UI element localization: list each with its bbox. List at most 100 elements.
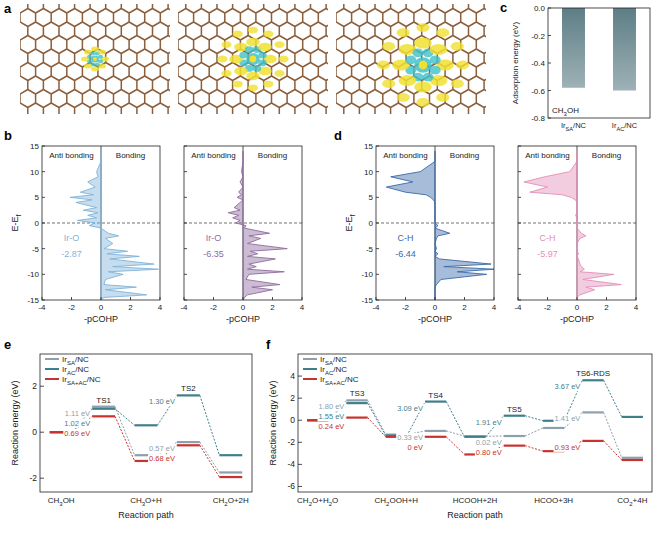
text-part: Bonding [258,151,287,160]
x-tick-label: 2 [270,303,275,312]
y-tick-label: -15 [27,296,39,305]
x-tick [272,297,273,300]
density-blob [412,48,423,57]
connector [604,412,622,457]
y-tick [42,197,45,198]
text-part: /NC [624,121,638,130]
text-part: 15 [364,142,373,151]
text-part: f [266,337,271,352]
x-tick [101,297,102,300]
text-part: /NC [75,365,89,374]
text-part: -pCOHP [84,314,118,324]
y-tick-label: 0 [35,219,40,228]
text-part: 0.80 eV [476,448,502,457]
category-label: HCOO+3H [534,496,573,505]
density-blob [451,42,464,51]
legend: IrSA/NCIrAC/NCIrSA+AC/NC [303,355,359,386]
density-blob [248,85,258,92]
text-part: -4 [180,303,188,312]
text-part: b [4,128,12,143]
y-tick [548,63,551,64]
text-part: 0 [99,303,104,312]
text-part: OOH+H [389,496,418,505]
label-patch [148,444,176,453]
label-patch [318,402,346,411]
text-part: Bonding [116,151,145,160]
text-part: 0.24 eV [319,422,345,431]
barrier-label: 1.41 eV [555,414,581,423]
text-part: e [4,337,11,352]
barrier-label: 0.02 eV [476,438,502,447]
text-part: -2 [287,437,295,447]
ts-label: TS2 [181,384,196,393]
icohp-value: -6.35 [203,249,224,259]
barrier-label: 0.80 eV [476,448,502,457]
y-tick-label: -2 [29,473,37,483]
text-part: /NC [333,355,347,364]
y-tick [376,171,379,172]
density-blob [234,67,248,76]
plot-area [20,4,170,114]
icohp-value: -2.87 [61,249,82,259]
y-tick-label: 2 [290,393,295,403]
x-tick-label: 2 [604,303,609,312]
label-patch [427,391,444,400]
text-part: f [15,214,22,216]
labels: 1.11 eV1.02 eV0.69 eVTS11.30 eV0.57 eV0.… [63,384,197,463]
text-part: Anti bonding [49,151,93,160]
text-part: -2 [68,303,76,312]
x-axis-title: -pCOHP [84,314,118,324]
density-blob [221,41,231,48]
y-tick [376,197,379,198]
text-part: -2.87 [61,249,82,259]
x-tick-label: 2 [462,303,467,312]
legend-label: IrSA/NC [62,355,89,366]
category-label: HCOOH+2H [453,496,498,505]
text-part: 0.57 eV [149,444,175,453]
density-blob [90,51,95,55]
plot-area [178,4,328,114]
bond-label: Ir-O [64,233,80,243]
y-axis-title: Reaction energy (eV) [10,380,20,465]
x-tick [376,297,377,300]
y-tick-label: -10 [27,270,39,279]
y-tick-label: -5 [32,245,40,254]
y-tick-label: -10 [361,270,373,279]
category-label: CH2OOH+H [375,496,419,507]
text-part: TS1 [96,396,111,405]
panel-letter: b [4,128,12,143]
y-tick-label: 10 [364,168,373,177]
text-part: Reaction path [447,510,503,520]
annotation: Bonding [592,151,621,160]
density-blob [451,79,464,88]
density-blob [382,79,395,88]
x-axis-title: -pCOHP [560,314,594,324]
y-tick [42,146,45,147]
connector [446,402,464,437]
label-patch [575,369,611,378]
y-tick [298,442,302,443]
x-tick-label: 4 [300,303,305,312]
text-part: 2 [604,303,609,312]
text-part: TS6-RDS [576,369,610,378]
bar [562,8,585,88]
text-part: 3.09 eV [397,404,423,413]
text-part: Bonding [450,151,479,160]
text-part: 0.0 [534,4,546,13]
density-blob [279,56,289,63]
density-blob [436,93,449,102]
label-patch [396,433,424,442]
text-part: Ir-O [206,233,222,243]
label-patch [148,397,176,406]
y-tick-label: 15 [364,142,373,151]
text-part: a [4,1,12,16]
text-part: Anti bonding [525,151,569,160]
barrier-label: 1.11 eV [65,409,90,418]
text-part: /NC [75,355,89,364]
x-tick [464,297,465,300]
text-part: +4H [633,496,648,505]
legend-swatch [303,358,317,360]
text-part: 10 [364,168,373,177]
barrier-label: 0.68 eV [149,454,175,463]
label-patch [180,384,197,393]
